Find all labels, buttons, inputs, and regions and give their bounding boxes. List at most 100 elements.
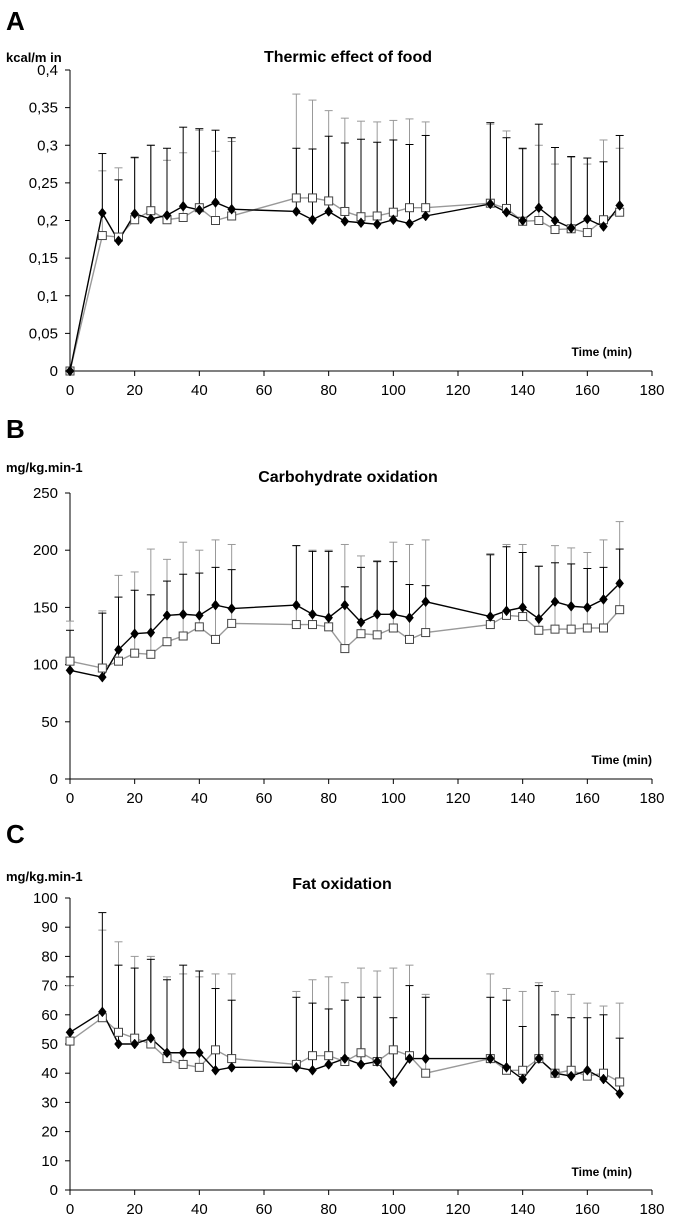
data-point-square: [211, 216, 220, 225]
data-point-square: [211, 634, 220, 644]
data-point-diamond: [356, 217, 366, 229]
y-tick-label: 0: [50, 771, 58, 788]
x-tick-label: 0: [66, 790, 74, 807]
x-tick-label: 140: [510, 382, 535, 399]
data-point-diamond: [114, 235, 123, 247]
data-point-diamond: [146, 1032, 156, 1044]
x-tick-label: 80: [320, 790, 337, 807]
data-point-diamond: [146, 627, 156, 638]
data-point-diamond: [486, 198, 495, 210]
y-tick-label: 0,15: [29, 250, 58, 267]
data-point-diamond: [615, 1088, 624, 1100]
x-axis-title: Time (min): [592, 753, 652, 767]
chart-title: Fat oxidation: [292, 876, 392, 893]
panel-carbohydrate-oxidation: B mg/kg.min-1 Carbohydrate oxidation Tim…: [0, 408, 678, 813]
data-point-square: [405, 634, 414, 644]
x-tick-label: 120: [445, 382, 470, 399]
y-tick-label: 150: [33, 599, 58, 616]
x-tick-label: 60: [256, 1201, 273, 1218]
data-point-square: [566, 624, 576, 634]
data-point-diamond: [130, 628, 139, 640]
series-lines: [69, 582, 621, 678]
data-point-diamond: [324, 1059, 333, 1070]
data-point-diamond: [566, 600, 576, 612]
y-tick-label: 50: [41, 1036, 58, 1053]
data-point-diamond: [65, 1026, 75, 1038]
y-tick-label: 60: [41, 1007, 58, 1024]
y-tick-label: 0,25: [29, 175, 58, 192]
x-tick-label: 20: [126, 382, 143, 399]
data-point-diamond: [518, 601, 527, 613]
y-tick-label: 10: [41, 1153, 58, 1170]
data-point-diamond: [389, 608, 398, 620]
data-point-square: [324, 1051, 334, 1061]
y-tick-label: 250: [33, 485, 58, 502]
data-point-square: [178, 631, 188, 641]
data-point-diamond: [130, 1038, 139, 1050]
data-point-square: [227, 1054, 237, 1064]
x-tick-label: 160: [575, 382, 600, 399]
data-point-diamond: [98, 1006, 107, 1018]
series-line: [69, 1010, 621, 1095]
data-point-square: [65, 656, 75, 666]
chart-fat-oxidation: C mg/kg.min-1 Fat oxidation Time (min) 0…: [6, 819, 665, 1218]
y-axis-unit-label: mg/kg.min-1: [6, 460, 83, 475]
y-tick-label: 70: [41, 978, 58, 995]
data-point-square: [582, 623, 592, 633]
data-point-diamond: [405, 218, 414, 229]
x-tick-label: 0: [66, 382, 74, 399]
y-tick-label: 0,05: [29, 325, 58, 342]
chart-carbohydrate-oxidation: B mg/kg.min-1 Carbohydrate oxidation Tim…: [6, 414, 665, 807]
data-point-square: [211, 1045, 220, 1055]
y-tick-label: 30: [41, 1094, 58, 1111]
y-tick-label: 90: [41, 919, 58, 936]
y-tick-label: 20: [41, 1124, 58, 1141]
data-point-square: [162, 637, 172, 647]
panel-fat-oxidation: C mg/kg.min-1 Fat oxidation Time (min) 0…: [0, 813, 678, 1223]
y-tick-label: 0: [50, 363, 58, 380]
data-point-square: [388, 623, 398, 633]
series-lines: [69, 1010, 621, 1095]
data-point-diamond: [324, 612, 333, 624]
x-axis-title: Time (min): [572, 1165, 632, 1179]
series-markers: [65, 193, 625, 377]
data-point-diamond: [178, 200, 188, 212]
data-point-diamond: [534, 1053, 544, 1065]
data-point-diamond: [550, 596, 560, 608]
y-tick-label: 0,35: [29, 100, 58, 117]
x-tick-label: 120: [445, 1201, 470, 1218]
data-point-diamond: [356, 1059, 366, 1070]
data-point-diamond: [227, 603, 236, 614]
data-point-diamond: [292, 599, 301, 611]
data-point-diamond: [486, 1053, 495, 1065]
data-point-square: [194, 622, 204, 632]
series-line: [69, 201, 621, 372]
y-tick-label: 0,3: [37, 137, 58, 154]
data-point-square: [114, 1027, 123, 1037]
data-point-diamond: [421, 596, 430, 608]
data-point-diamond: [292, 206, 301, 217]
data-point-diamond: [162, 610, 172, 621]
data-point-diamond: [566, 222, 576, 234]
data-point-square: [421, 203, 431, 213]
series-markers: [65, 577, 625, 683]
data-point-diamond: [162, 209, 172, 221]
data-point-square: [65, 1036, 75, 1046]
panel-thermic-effect: A kcal/m in Thermic effect of food Time …: [0, 0, 678, 408]
data-point-diamond: [340, 215, 350, 227]
data-point-diamond: [292, 1061, 301, 1073]
x-tick-label: 140: [510, 1201, 535, 1218]
data-point-square: [308, 620, 317, 630]
data-point-square: [178, 1059, 188, 1069]
x-tick-label: 40: [191, 790, 208, 807]
data-point-diamond: [114, 1038, 123, 1050]
axes: 0 20 40 60 80 100 120 140 160 180 0 0,05 0,1 0,15 0,2 0…: [29, 62, 665, 399]
data-point-square: [356, 1048, 366, 1058]
data-point-diamond: [195, 204, 204, 216]
data-point-square: [405, 203, 414, 213]
data-point-square: [308, 1051, 317, 1061]
data-point-diamond: [405, 612, 414, 624]
data-point-diamond: [502, 1061, 511, 1073]
data-point-diamond: [195, 1047, 204, 1059]
data-point-square: [388, 1045, 398, 1055]
